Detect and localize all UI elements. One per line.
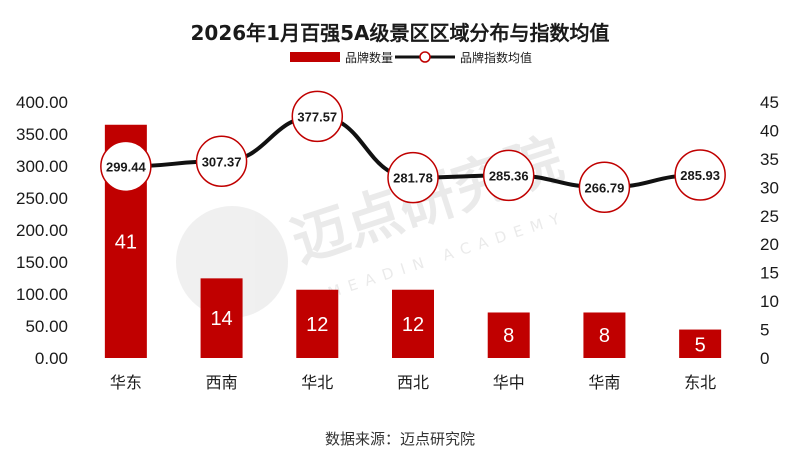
bar-value-label: 12 xyxy=(306,314,328,336)
right-axis-ticks: 0 5 10 15 20 25 30 35 40 45 xyxy=(760,93,779,368)
line-marker xyxy=(195,135,248,188)
category-labels: 华东 西南 华北 西北 华中 华南 东北 xyxy=(110,373,716,392)
bars: 41 14 12 12 8 8 5 xyxy=(104,124,722,358)
line-value-label: 285.36 xyxy=(489,168,529,183)
right-tick-label: 0 xyxy=(760,349,769,368)
bar-value-label: 41 xyxy=(115,231,137,253)
bar xyxy=(200,278,243,358)
line-marker xyxy=(387,151,439,204)
chart-title: 2026年1月百强5A级景区区域分布与指数均值 xyxy=(191,21,610,45)
right-tick-label: 30 xyxy=(760,178,779,197)
right-tick-label: 20 xyxy=(760,235,779,254)
bar xyxy=(583,312,626,358)
bar-value-label: 8 xyxy=(599,325,610,347)
category-label: 华中 xyxy=(493,373,525,392)
right-tick-label: 45 xyxy=(760,93,779,112)
line-value-label: 285.93 xyxy=(680,168,720,183)
bar-value-label: 5 xyxy=(695,335,706,357)
legend: 品牌数量 品牌指数均值 xyxy=(290,50,532,65)
legend-line-marker-icon xyxy=(419,51,431,63)
left-axis-ticks: 0.00 50.00 100.00 150.00 200.00 250.00 300.00 3… xyxy=(16,93,68,368)
line-value-label: 266.79 xyxy=(585,180,625,195)
category-label: 华东 xyxy=(110,373,142,392)
left-tick-label: 100.00 xyxy=(16,285,68,304)
bar xyxy=(679,329,722,358)
bar-value-label: 12 xyxy=(402,314,424,336)
line-series: 299.44 307.37 377.57 281.78 285.36 266.79 285.… xyxy=(100,90,726,214)
bar-value-label: 8 xyxy=(503,325,514,347)
legend-bar-label: 品牌数量 xyxy=(345,50,393,65)
line-marker xyxy=(482,149,535,202)
category-label: 华南 xyxy=(588,373,620,392)
right-tick-label: 10 xyxy=(760,292,779,311)
left-tick-label: 300.00 xyxy=(16,157,68,176)
line-marker xyxy=(291,90,344,143)
right-tick-label: 15 xyxy=(760,264,779,283)
line-value-label: 307.37 xyxy=(202,154,242,169)
legend-line-label: 品牌指数均值 xyxy=(460,50,532,65)
line-value-label: 377.57 xyxy=(297,109,337,124)
left-tick-label: 150.00 xyxy=(16,253,68,272)
line-marker xyxy=(100,140,152,193)
left-tick-label: 200.00 xyxy=(16,221,68,240)
bar xyxy=(392,289,434,358)
category-label: 西北 xyxy=(397,373,429,392)
right-tick-label: 5 xyxy=(760,321,769,340)
category-label: 东北 xyxy=(684,373,716,392)
line-marker xyxy=(674,149,726,201)
bar xyxy=(296,289,339,358)
bar-value-label: 14 xyxy=(210,308,232,330)
source-note: 数据来源：迈点研究院 xyxy=(325,430,475,448)
left-tick-label: 400.00 xyxy=(16,93,68,112)
left-tick-label: 0.00 xyxy=(35,349,68,368)
category-label: 华北 xyxy=(301,373,333,392)
bar xyxy=(487,312,530,358)
left-tick-label: 250.00 xyxy=(16,189,68,208)
right-tick-label: 40 xyxy=(760,121,779,140)
left-tick-label: 50.00 xyxy=(25,317,68,336)
legend-bar-swatch xyxy=(290,52,340,62)
right-tick-label: 25 xyxy=(760,207,779,226)
line-marker xyxy=(578,161,631,214)
line-value-label: 281.78 xyxy=(393,171,433,186)
left-tick-label: 350.00 xyxy=(16,125,68,144)
line-value-label: 299.44 xyxy=(106,159,147,174)
right-tick-label: 35 xyxy=(760,150,779,169)
category-label: 西南 xyxy=(206,373,238,392)
